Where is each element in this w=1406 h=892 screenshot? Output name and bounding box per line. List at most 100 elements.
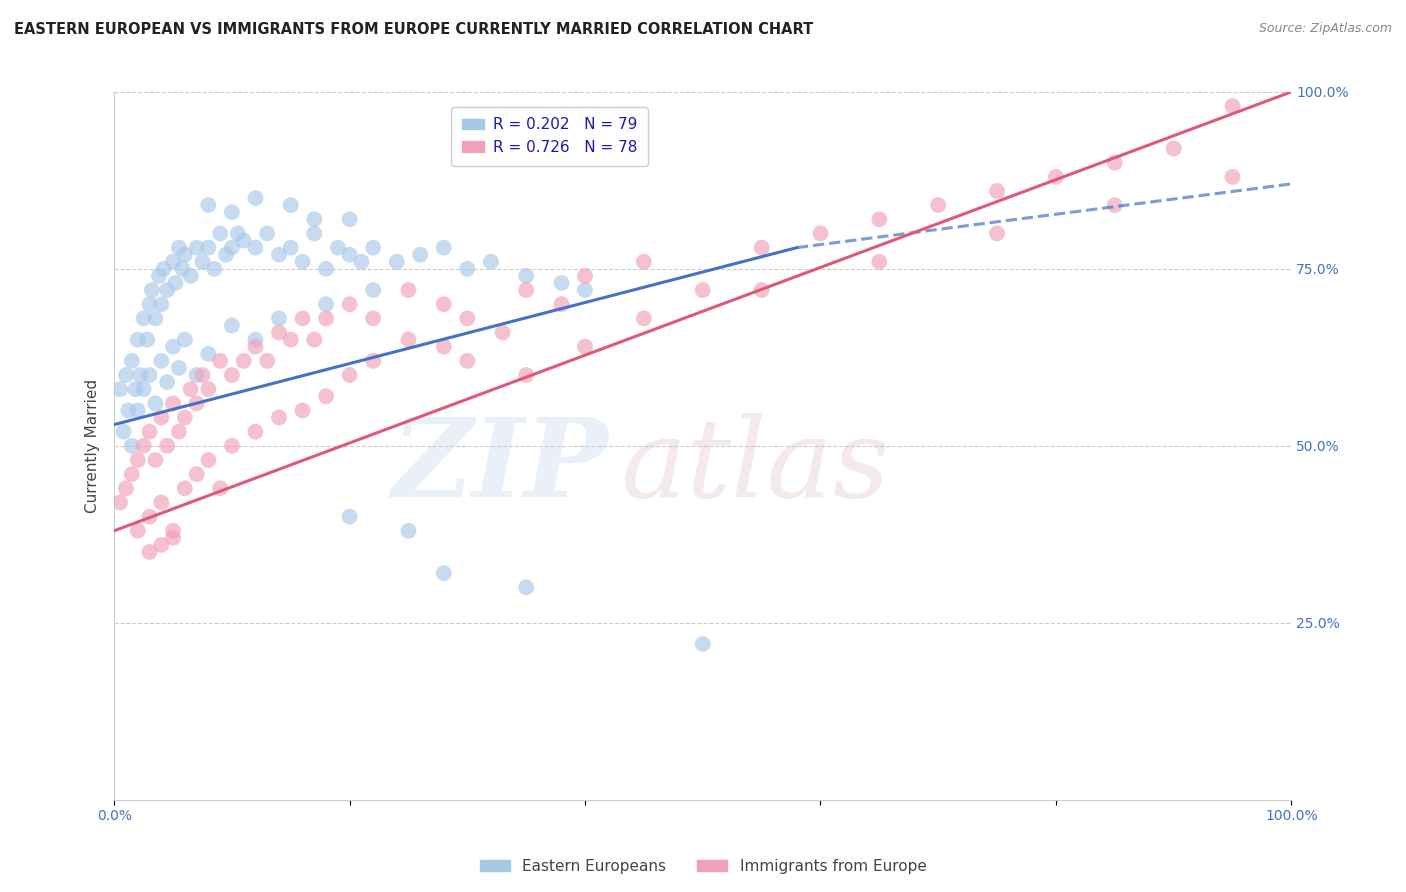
Point: [180, 268, 202, 283]
Point: [167, 360, 190, 375]
Point: [267, 326, 290, 340]
Point: [256, 354, 278, 368]
Point: [245, 191, 267, 205]
Point: [136, 333, 159, 347]
Point: [267, 311, 290, 326]
Point: [574, 340, 596, 354]
Point: [197, 241, 219, 255]
Point: [280, 198, 302, 212]
Point: [197, 198, 219, 212]
Point: [574, 283, 596, 297]
Point: [197, 382, 219, 396]
Point: [291, 311, 314, 326]
Point: [456, 311, 478, 326]
Point: [129, 368, 152, 382]
Point: [165, 276, 187, 290]
Point: [232, 234, 254, 248]
Point: [221, 241, 243, 255]
Point: [433, 241, 456, 255]
Point: [197, 453, 219, 467]
Point: [304, 333, 326, 347]
Point: [433, 297, 456, 311]
Point: [121, 354, 143, 368]
Point: [226, 227, 249, 241]
Point: [167, 241, 190, 255]
Point: [1163, 141, 1185, 155]
Point: [692, 283, 714, 297]
Point: [138, 509, 160, 524]
Point: [108, 382, 131, 396]
Point: [339, 368, 361, 382]
Point: [115, 481, 138, 495]
Point: [291, 403, 314, 417]
Point: [361, 241, 384, 255]
Point: [138, 425, 160, 439]
Point: [121, 439, 143, 453]
Text: atlas: atlas: [620, 413, 890, 521]
Point: [245, 333, 267, 347]
Y-axis label: Currently Married: Currently Married: [86, 379, 100, 513]
Point: [186, 368, 208, 382]
Point: [267, 410, 290, 425]
Point: [162, 254, 184, 268]
Point: [1104, 198, 1126, 212]
Point: [138, 368, 160, 382]
Point: [209, 354, 232, 368]
Point: [141, 283, 163, 297]
Point: [433, 566, 456, 581]
Point: [986, 227, 1008, 241]
Point: [209, 481, 232, 495]
Point: [315, 261, 337, 276]
Point: [150, 538, 173, 552]
Point: [868, 254, 890, 268]
Point: [751, 241, 773, 255]
Point: [127, 333, 149, 347]
Point: [186, 396, 208, 410]
Point: [167, 425, 190, 439]
Point: [172, 261, 194, 276]
Point: [350, 254, 373, 268]
Point: [209, 227, 232, 241]
Point: [173, 481, 195, 495]
Point: [385, 254, 408, 268]
Point: [492, 326, 515, 340]
Point: [267, 248, 290, 262]
Point: [398, 283, 420, 297]
Point: [156, 375, 179, 389]
Point: [315, 311, 337, 326]
Point: [115, 368, 138, 382]
Point: [515, 581, 537, 595]
Point: [108, 495, 131, 509]
Point: [339, 509, 361, 524]
Point: [633, 311, 655, 326]
Text: EASTERN EUROPEAN VS IMMIGRANTS FROM EUROPE CURRENTLY MARRIED CORRELATION CHART: EASTERN EUROPEAN VS IMMIGRANTS FROM EURO…: [14, 22, 813, 37]
Point: [245, 340, 267, 354]
Point: [256, 227, 278, 241]
Point: [132, 439, 155, 453]
Point: [751, 283, 773, 297]
Point: [280, 333, 302, 347]
Point: [986, 184, 1008, 198]
Point: [221, 205, 243, 219]
Point: [150, 297, 173, 311]
Point: [132, 311, 155, 326]
Point: [162, 524, 184, 538]
Point: [339, 297, 361, 311]
Text: Source: ZipAtlas.com: Source: ZipAtlas.com: [1258, 22, 1392, 36]
Point: [121, 467, 143, 482]
Point: [150, 354, 173, 368]
Point: [197, 347, 219, 361]
Point: [127, 524, 149, 538]
Point: [280, 241, 302, 255]
Point: [156, 283, 179, 297]
Point: [361, 311, 384, 326]
Point: [245, 425, 267, 439]
Point: [398, 333, 420, 347]
Point: [127, 453, 149, 467]
Point: [315, 389, 337, 403]
Point: [315, 297, 337, 311]
Point: [186, 467, 208, 482]
Text: ZIP: ZIP: [392, 413, 609, 521]
Point: [574, 268, 596, 283]
Legend: Eastern Europeans, Immigrants from Europe: Eastern Europeans, Immigrants from Europ…: [474, 853, 932, 880]
